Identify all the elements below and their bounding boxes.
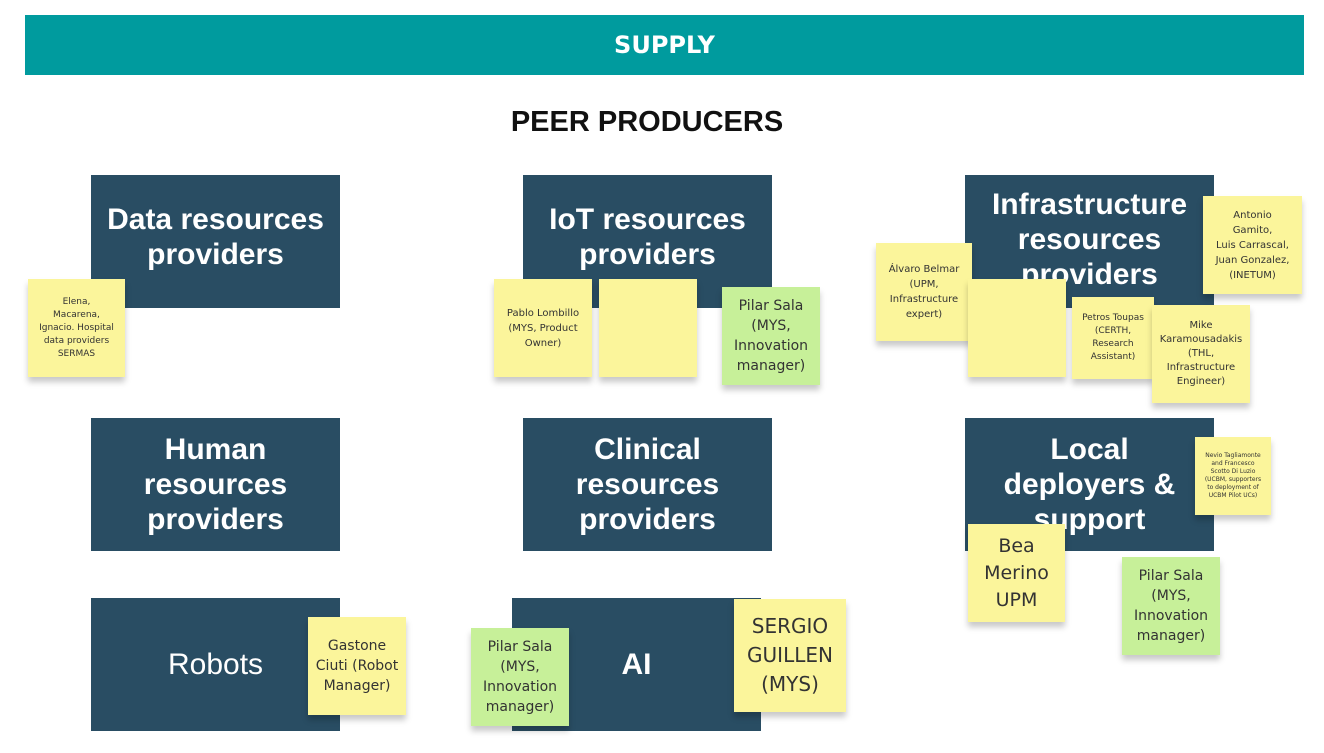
supply-title: SUPPLY <box>614 31 715 59</box>
sticky-note-pilar-ai[interactable]: Pilar Sala (MYS, Innovation manager) <box>471 628 569 726</box>
box-clinical-resources-providers[interactable]: Clinical resources providers <box>523 418 772 551</box>
sticky-note-mike[interactable]: Mike Karamousadakis (THL, Infrastructure… <box>1152 305 1250 403</box>
box-robots[interactable]: Robots <box>91 598 340 731</box>
sticky-note-nevio[interactable]: Nevio Tagliamonte and Francesco Scotto D… <box>1195 437 1271 515</box>
sticky-note-pilar-iot[interactable]: Pilar Sala (MYS, Innovation manager) <box>722 287 820 385</box>
sticky-note-bea[interactable]: Bea Merino UPM <box>968 524 1065 622</box>
sticky-note-alvaro[interactable]: Álvaro Belmar (UPM, Infrastructure exper… <box>876 243 972 341</box>
sticky-note-petros[interactable]: Petros Toupas (CERTH, Research Assistant… <box>1072 297 1154 379</box>
sticky-note-pablo[interactable]: Pablo Lombillo (MYS, Product Owner) <box>494 279 592 377</box>
sticky-note-elena[interactable]: Elena, Macarena, Ignacio. Hospital data … <box>28 279 125 377</box>
sticky-note-pilar-local[interactable]: Pilar Sala (MYS, Innovation manager) <box>1122 557 1220 655</box>
sticky-note-gastone[interactable]: Gastone Ciuti (Robot Manager) <box>308 617 406 715</box>
box-data-resources-providers[interactable]: Data resources providers <box>91 175 340 308</box>
sticky-note-blank-infra[interactable] <box>968 279 1066 377</box>
sticky-note-blank-iot[interactable] <box>599 279 697 377</box>
sticky-note-sergio[interactable]: SERGIO GUILLEN (MYS) <box>734 599 846 712</box>
sticky-note-antonio[interactable]: Antonio Gamito, Luis Carrascal, Juan Gon… <box>1203 196 1302 294</box>
peer-producers-title: PEER PRODUCERS <box>510 106 784 138</box>
supply-banner: SUPPLY <box>25 15 1304 75</box>
box-human-resources-providers[interactable]: Human resources providers <box>91 418 340 551</box>
